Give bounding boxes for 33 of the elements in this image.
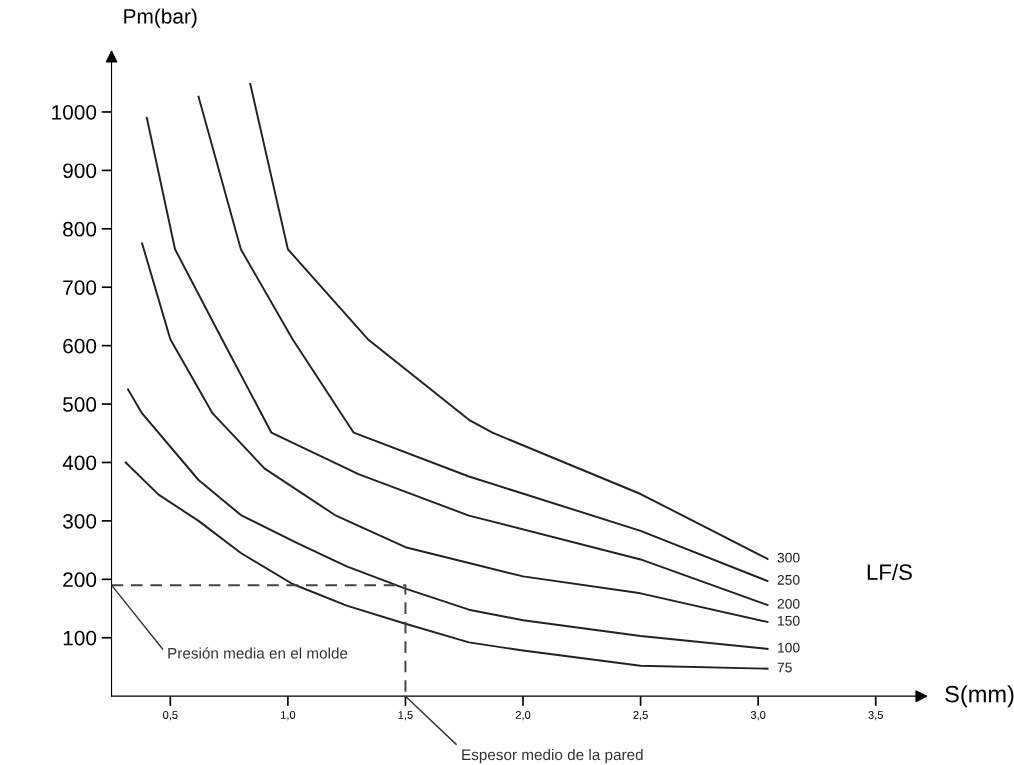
annotation: Presión media en el molde bbox=[168, 647, 348, 659]
x-tick-label: 1,0 bbox=[281, 711, 296, 721]
x-tick-label: 2,5 bbox=[633, 711, 648, 721]
x-tick-label: 3,5 bbox=[868, 711, 883, 721]
x-tick-label: 1,5 bbox=[398, 711, 413, 721]
x-tick-label: 2,0 bbox=[515, 711, 531, 721]
line-series bbox=[197, 95, 769, 583]
y-tick-label: 500 bbox=[63, 397, 97, 412]
series-label: 300 bbox=[777, 552, 800, 563]
series-label: 250 bbox=[777, 574, 800, 585]
line-series bbox=[145, 116, 769, 606]
y-axis-title: Pm(bar) bbox=[124, 8, 197, 28]
x-axis-title: S(mm) bbox=[945, 685, 1014, 708]
y-tick-label: 300 bbox=[63, 513, 97, 529]
y-tick-label: 100 bbox=[63, 630, 97, 646]
annotation: Espesor medio de la pared bbox=[462, 748, 643, 764]
y-tick-label: 800 bbox=[63, 221, 97, 237]
x-tick-label: 0,5 bbox=[163, 711, 178, 721]
y-tick-label: 1000 bbox=[52, 104, 97, 120]
series-label: 150 bbox=[778, 615, 800, 626]
line-series bbox=[124, 461, 769, 670]
annotation: LF/S bbox=[867, 563, 912, 581]
y-tick-label: 900 bbox=[63, 163, 97, 179]
y-tick-label: 700 bbox=[63, 280, 97, 295]
series-label: 100 bbox=[778, 642, 800, 653]
y-tick-label: 400 bbox=[62, 455, 97, 471]
series-label: 200 bbox=[777, 598, 800, 609]
y-tick-label: 600 bbox=[63, 338, 97, 354]
series-label: 75 bbox=[777, 662, 792, 673]
x-tick-label: 3,0 bbox=[750, 711, 766, 721]
line-series bbox=[141, 242, 769, 623]
y-tick-label: 200 bbox=[63, 572, 97, 588]
line-series bbox=[249, 82, 769, 560]
